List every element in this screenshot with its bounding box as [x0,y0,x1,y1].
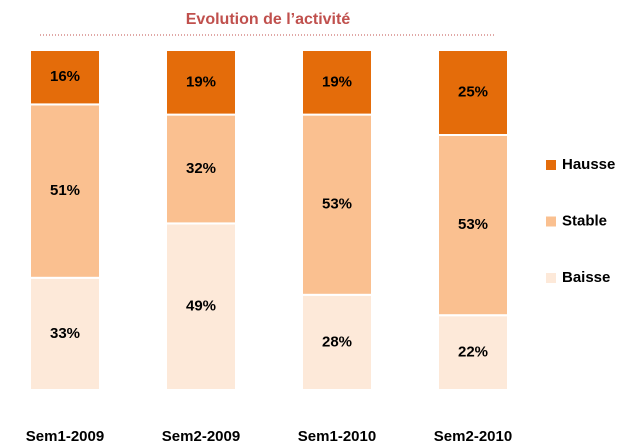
bar-segment [165,49,237,116]
data-label: 16% [50,68,80,85]
x-tick-label: Sem1-2009 [26,428,104,445]
x-tick-label: Sem1-2010 [298,428,376,445]
legend-label: Hausse [562,156,615,173]
data-label: 22% [458,344,488,361]
bar-segment [29,276,101,391]
bar-segment [437,134,509,317]
data-label: 25% [458,83,488,100]
bar-segment [437,314,509,392]
bar-segment [437,49,509,136]
x-tick-label: Sem2-2010 [434,428,512,445]
bar-segment [301,113,373,296]
data-label: 51% [50,182,80,199]
data-label: 19% [186,73,216,90]
data-label: 33% [50,325,80,342]
data-label: 49% [186,298,216,315]
bar-segment [165,222,237,391]
data-label: 32% [186,160,216,177]
legend-swatch [546,216,556,227]
bar-segment [29,103,101,279]
x-tick-label: Sem2-2009 [162,428,240,445]
legend-swatch [546,273,556,283]
data-label: 19% [322,73,352,90]
bar-segment [301,49,373,116]
legend-label: Stable [562,212,607,229]
data-label: 53% [458,216,488,233]
legend-label: Baisse [562,269,610,286]
legend-swatch [546,160,556,170]
data-label: 53% [322,196,352,213]
data-label: 28% [322,333,352,350]
chart-title: Evolution de l’activité [186,11,351,28]
bar-segment [29,49,101,106]
